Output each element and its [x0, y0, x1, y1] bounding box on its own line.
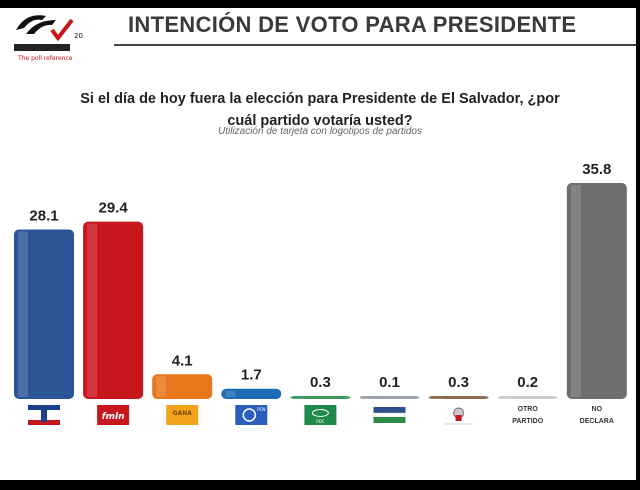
- data-label: 28.1: [29, 207, 58, 224]
- data-label: 0.2: [517, 374, 538, 391]
- bar-highlight-7: [501, 398, 512, 399]
- party-logo-gana: GANA: [166, 405, 199, 425]
- bar-0: [14, 229, 74, 399]
- svg-text:The poll reference: The poll reference: [17, 55, 73, 62]
- bar-highlight-3: [225, 390, 236, 397]
- data-label: 0.3: [310, 374, 331, 391]
- svg-text:PCN: PCN: [257, 407, 265, 412]
- bar-highlight-5: [363, 398, 374, 399]
- bar-4: [290, 396, 351, 399]
- data-label: 1.7: [241, 367, 262, 384]
- svg-text:20: 20: [74, 32, 83, 40]
- data-label: 35.8: [582, 161, 611, 178]
- mitofsky-logo: 20 The poll reference: [12, 10, 90, 66]
- party-logo-fmln: fmln: [97, 405, 130, 425]
- party-logo-cd: [373, 407, 406, 423]
- bar-3: [221, 388, 282, 399]
- title-divider: [114, 44, 636, 46]
- category-label: DECLARA: [580, 418, 614, 425]
- bar-6: [428, 396, 489, 399]
- bar-highlight-4: [294, 398, 305, 399]
- svg-text:GANA: GANA: [173, 410, 193, 417]
- bar-2: [152, 374, 213, 399]
- bar-highlight-6: [432, 398, 443, 399]
- svg-text:fmln: fmln: [102, 412, 125, 422]
- bar-highlight-8: [570, 185, 581, 397]
- bar-7: [497, 396, 558, 399]
- bar-highlight-1: [87, 223, 98, 397]
- party-logo-ds: [444, 407, 473, 425]
- data-label: 29.4: [98, 200, 128, 217]
- bar-8: [566, 183, 627, 399]
- page-title: INTENCIÓN DE VOTO PARA PRESIDENTE: [128, 12, 577, 37]
- question-text: Si el día de hoy fuera la elección para …: [80, 91, 560, 129]
- subtitle: Utilización de tarjeta con logotipos de …: [217, 126, 422, 137]
- data-label: 4.1: [172, 352, 193, 369]
- data-label: 0.1: [379, 374, 400, 391]
- category-label: OTRO: [518, 406, 539, 413]
- svg-text:PDC: PDC: [316, 419, 324, 424]
- bar-highlight-0: [18, 231, 28, 397]
- party-logo-arena: [28, 405, 60, 425]
- data-label: 0.3: [448, 374, 469, 391]
- party-logo-pdc: PDC: [304, 405, 337, 425]
- bar-5: [359, 396, 420, 399]
- category-label: PARTIDO: [512, 418, 544, 425]
- bar-highlight-2: [156, 376, 167, 397]
- party-logo-pcn: PCN: [235, 405, 268, 425]
- category-label: NO: [592, 406, 603, 413]
- bar-1: [83, 221, 144, 399]
